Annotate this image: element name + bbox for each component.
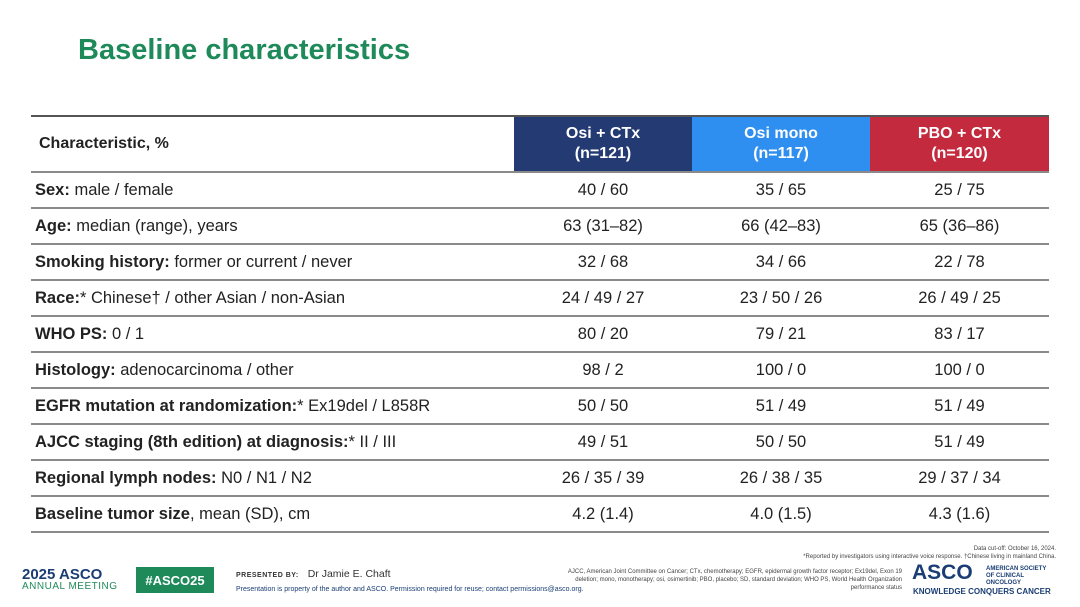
row-value: 26 / 35 / 39: [514, 460, 692, 497]
row-label: Histology: adenocarcinoma / other: [31, 352, 514, 389]
table-row: Race:* Chinese† / other Asian / non-Asia…: [31, 280, 1049, 317]
row-label: Baseline tumor size, mean (SD), cm: [31, 496, 514, 533]
row-label-bold: Histology:: [35, 360, 116, 379]
row-value: 34 / 66: [692, 244, 870, 281]
row-label: EGFR mutation at randomization:* Ex19del…: [31, 388, 514, 425]
row-value: 32 / 68: [514, 244, 692, 281]
table-header-row: Characteristic, % Osi + CTx (n=121) Osi …: [31, 115, 1049, 173]
asco-tagline: KNOWLEDGE CONQUERS CANCER: [913, 587, 1051, 596]
row-value: 25 / 75: [870, 172, 1049, 209]
row-label-bold: EGFR mutation at randomization:: [35, 396, 298, 415]
disclaimer: Presentation is property of the author a…: [236, 586, 584, 593]
data-cutoff-note: Data cut-off: October 16, 2024. *Reporte…: [803, 546, 1056, 560]
baseline-table: Characteristic, % Osi + CTx (n=121) Osi …: [31, 115, 1049, 533]
row-value: 65 (36–86): [870, 208, 1049, 245]
row-label-bold: AJCC staging (8th edition) at diagnosis:: [35, 432, 349, 451]
row-label-bold: Smoking history:: [35, 252, 170, 271]
row-label: AJCC staging (8th edition) at diagnosis:…: [31, 424, 514, 461]
row-label-detail: former or current / never: [169, 252, 353, 271]
row-value: 35 / 65: [692, 172, 870, 209]
row-label-bold: Sex:: [35, 180, 70, 199]
row-value: 66 (42–83): [692, 208, 870, 245]
row-label-bold: Regional lymph nodes:: [35, 468, 217, 487]
row-value: 50 / 50: [514, 388, 692, 425]
table-row: Regional lymph nodes: N0 / N1 / N2 26 / 3…: [31, 460, 1049, 497]
asco-society-name: AMERICAN SOCIETY OF CLINICAL ONCOLOGY: [986, 566, 1047, 586]
table-row: EGFR mutation at randomization:* Ex19del…: [31, 388, 1049, 425]
row-value: 4.0 (1.5): [692, 496, 870, 533]
header-arm-osi-mono: Osi mono (n=117): [692, 115, 870, 173]
header-characteristic: Characteristic, %: [31, 115, 514, 173]
row-value: 83 / 17: [870, 316, 1049, 353]
row-label-detail: * Chinese† / other Asian / non-Asian: [79, 288, 346, 307]
table-row: Sex: male / female 40 / 60 35 / 65 25 / 75: [31, 172, 1049, 209]
presented-by: PRESENTED BY: Dr Jamie E. Chaft: [236, 568, 391, 580]
row-value: 40 / 60: [514, 172, 692, 209]
row-value: 100 / 0: [692, 352, 870, 389]
table-row: WHO PS: 0 / 1 80 / 20 79 / 21 83 / 17: [31, 316, 1049, 353]
row-label-detail: adenocarcinoma / other: [115, 360, 294, 379]
row-value: 79 / 21: [692, 316, 870, 353]
row-value: 49 / 51: [514, 424, 692, 461]
row-value: 24 / 49 / 27: [514, 280, 692, 317]
slide-title: Baseline characteristics: [78, 34, 411, 66]
row-label-detail: median (range), years: [71, 216, 238, 235]
row-label-detail: * II / III: [348, 432, 397, 451]
row-value: 80 / 20: [514, 316, 692, 353]
table-row: Smoking history: former or current / nev…: [31, 244, 1049, 281]
row-value: 26 / 49 / 25: [870, 280, 1049, 317]
row-value: 26 / 38 / 35: [692, 460, 870, 497]
row-value: 63 (31–82): [514, 208, 692, 245]
hashtag-badge: #ASCO25: [136, 567, 214, 593]
abbreviations-note: AJCC, American Joint Committee on Cancer…: [567, 569, 902, 591]
row-label-bold: Race:: [35, 288, 80, 307]
row-value: 51 / 49: [870, 424, 1049, 461]
row-label-detail: * Ex19del / L858R: [297, 396, 431, 415]
row-value: 50 / 50: [692, 424, 870, 461]
row-label-bold: Age:: [35, 216, 72, 235]
row-value: 23 / 50 / 26: [692, 280, 870, 317]
row-label-bold: Baseline tumor size: [35, 504, 190, 523]
row-label: Smoking history: former or current / nev…: [31, 244, 514, 281]
row-label-bold: WHO PS:: [35, 324, 108, 343]
row-label-detail: N0 / N1 / N2: [216, 468, 312, 487]
row-label: WHO PS: 0 / 1: [31, 316, 514, 353]
row-label-detail: male / female: [69, 180, 174, 199]
row-label: Regional lymph nodes: N0 / N1 / N2: [31, 460, 514, 497]
row-value: 4.2 (1.4): [514, 496, 692, 533]
table-row: Age: median (range), years 63 (31–82) 66 (…: [31, 208, 1049, 245]
row-value: 4.3 (1.6): [870, 496, 1049, 533]
table-row: Baseline tumor size, mean (SD), cm 4.2 (1…: [31, 496, 1049, 533]
row-value: 22 / 78: [870, 244, 1049, 281]
row-label: Race:* Chinese† / other Asian / non-Asia…: [31, 280, 514, 317]
row-label-detail: , mean (SD), cm: [189, 504, 311, 523]
table-row: AJCC staging (8th edition) at diagnosis:…: [31, 424, 1049, 461]
row-label-detail: 0 / 1: [107, 324, 145, 343]
row-value: 51 / 49: [870, 388, 1049, 425]
row-value: 51 / 49: [692, 388, 870, 425]
row-value: 100 / 0: [870, 352, 1049, 389]
row-label: Sex: male / female: [31, 172, 514, 209]
row-value: 29 / 37 / 34: [870, 460, 1049, 497]
row-label: Age: median (range), years: [31, 208, 514, 245]
header-arm-osi-ctx: Osi + CTx (n=121): [514, 115, 692, 173]
header-arm-pbo-ctx: PBO + CTx (n=120): [870, 115, 1049, 173]
asco-annual-meeting-logo: 2025 ASCO ANNUAL MEETING: [22, 566, 118, 592]
asco-logo: ASCO: [912, 561, 973, 584]
row-value: 98 / 2: [514, 352, 692, 389]
